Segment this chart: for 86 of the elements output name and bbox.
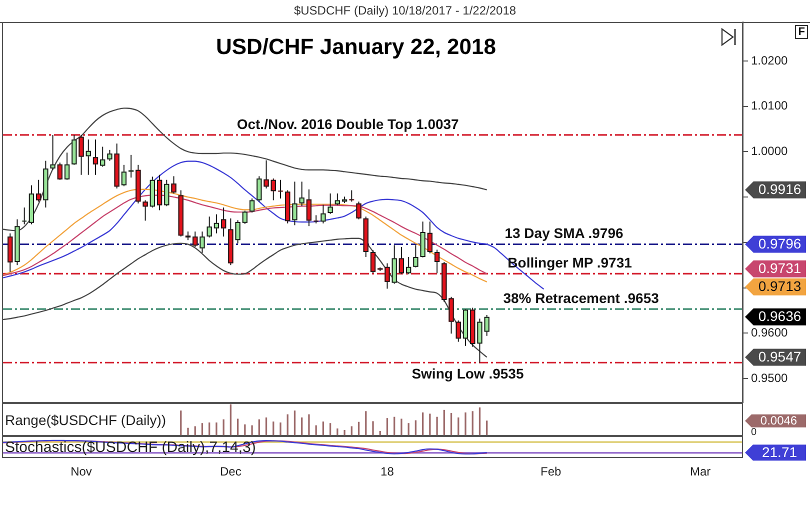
text: 0.9547	[758, 348, 802, 365]
candlestick	[299, 181, 304, 207]
text: 0.9713	[758, 278, 802, 294]
candlestick	[413, 244, 418, 268]
x-tick-label: 18	[380, 464, 394, 479]
x-tick-label: Nov	[70, 464, 92, 479]
ref-line-label: Oct./Nov. 2016 Double Top 1.0037	[236, 116, 460, 132]
candlestick	[107, 149, 112, 162]
candlestick	[192, 231, 198, 248]
candlestick	[442, 261, 447, 302]
candlestick	[427, 221, 432, 254]
x-tick-label: Feb	[540, 464, 562, 479]
candlestick	[206, 216, 212, 238]
candlestick	[320, 204, 326, 224]
candlestick	[434, 249, 440, 274]
candlestick	[28, 184, 34, 225]
candlestick	[392, 244, 397, 284]
candlestick	[270, 178, 276, 201]
candlestick	[334, 192, 340, 206]
candlestick	[384, 262, 390, 290]
candlestick	[349, 190, 354, 202]
candlestick	[72, 134, 77, 166]
chart-subtitle: $USDCHF (Daily) 10/18/2017 - 1/22/2018	[294, 3, 516, 18]
candlestick	[150, 176, 155, 208]
candlestick	[78, 134, 84, 176]
candlestick	[86, 138, 91, 176]
candlestick	[142, 200, 148, 222]
candlestick	[264, 160, 269, 189]
candlestick	[406, 256, 412, 275]
candlestick	[214, 214, 220, 234]
candlestick	[242, 210, 248, 224]
candlestick	[64, 152, 70, 180]
text-button: F	[795, 25, 808, 39]
candlestick	[456, 320, 461, 342]
candlestick	[92, 138, 98, 176]
text: 0.9636	[758, 308, 802, 324]
candlestick	[370, 250, 376, 274]
candlestick	[448, 296, 454, 334]
text: 0	[751, 426, 757, 438]
candlestick	[285, 190, 290, 224]
candlestick	[484, 314, 490, 336]
candlestick	[278, 179, 284, 199]
candlestick	[156, 174, 162, 211]
text: 0.0046	[760, 414, 798, 428]
ref-line-label: 38% Retracement .9653	[503, 290, 660, 306]
candlestick	[249, 198, 255, 213]
y-tick-label: 0.9600	[751, 325, 788, 340]
candlestick	[164, 179, 170, 207]
y-tick-label: 1.0100	[751, 98, 788, 113]
candlestick	[314, 214, 319, 224]
y-tick-label: 1.0000	[751, 144, 788, 158]
candlestick	[36, 179, 42, 202]
candlestick	[477, 318, 482, 364]
candlestick	[50, 134, 56, 170]
candlestick	[470, 307, 476, 348]
ref-line-label: 13 Day SMA .9796	[504, 225, 624, 242]
text: 21.71	[762, 444, 798, 460]
candlestick	[8, 232, 13, 272]
text: 0.9796	[758, 236, 802, 252]
candlestick	[22, 207, 27, 225]
candlestick	[128, 154, 134, 178]
candlestick	[171, 176, 176, 194]
candlestick	[462, 308, 468, 346]
candlestick	[363, 216, 368, 258]
ref-line-label: Swing Low .9535	[412, 365, 524, 382]
text: USD/CHF January 22, 2018	[216, 34, 496, 60]
candlestick	[292, 181, 298, 226]
y-tick-label: 0.9500	[751, 370, 788, 385]
text: 0.9731	[758, 260, 802, 276]
candlestick	[100, 146, 106, 168]
candlestick	[200, 231, 205, 254]
candlestick	[306, 188, 312, 227]
text: Range($USDCHF (Daily))	[5, 412, 166, 428]
y-tick-label: 1.0200	[751, 53, 788, 68]
candlestick	[57, 162, 62, 180]
candlestick	[221, 207, 226, 238]
candlestick	[121, 164, 127, 187]
text: 0.9916	[758, 181, 802, 198]
candlestick	[256, 176, 262, 202]
x-tick-label: Mar	[690, 464, 711, 479]
candlestick	[328, 192, 333, 214]
x-tick-label: Dec	[220, 464, 242, 479]
candlestick	[398, 246, 404, 275]
candlestick	[356, 201, 362, 220]
candlestick	[114, 143, 120, 189]
candlestick	[178, 190, 184, 238]
